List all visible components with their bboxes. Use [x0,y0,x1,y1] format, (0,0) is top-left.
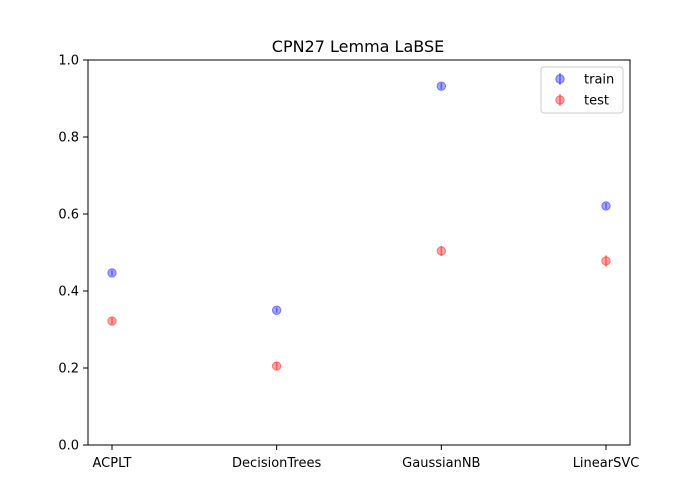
legend-label: train [584,73,614,88]
legend-marker [555,74,565,84]
data-point-test [271,361,282,371]
data-point-test [436,246,447,256]
plot-area: 0.0 0.2 0.4 0.6 0.8 1.0 ACPLT DecisionTrees Gaus… [58,54,639,472]
x-tick-label: DecisionTrees [232,456,321,471]
y-tick-label: 0.4 [58,285,79,300]
legend-marker [555,95,565,105]
legend-box [540,66,624,114]
y-tick-label: 0.8 [58,131,79,146]
chart-title: CPN27 Lemma LaBSE [272,37,444,56]
data-point-train [107,268,117,278]
data-point-train [271,305,282,315]
legend-label: test [584,94,609,109]
data-point-train [601,201,611,211]
x-tick-label: GaussianNB [402,456,480,471]
y-tick-label: 1.0 [58,54,79,69]
axes-frame [87,59,631,446]
y-tick-label: 0.6 [58,208,79,223]
x-tick-label: ACPLT [93,456,132,471]
y-tick-label: 0.2 [58,362,79,377]
x-tick-label: LinearSVC [573,456,640,471]
legend: train test [540,66,624,114]
y-tick-label: 0.0 [58,439,79,454]
data-point-test [107,316,117,326]
data-point-test [601,256,611,266]
data-point-train [436,81,447,91]
